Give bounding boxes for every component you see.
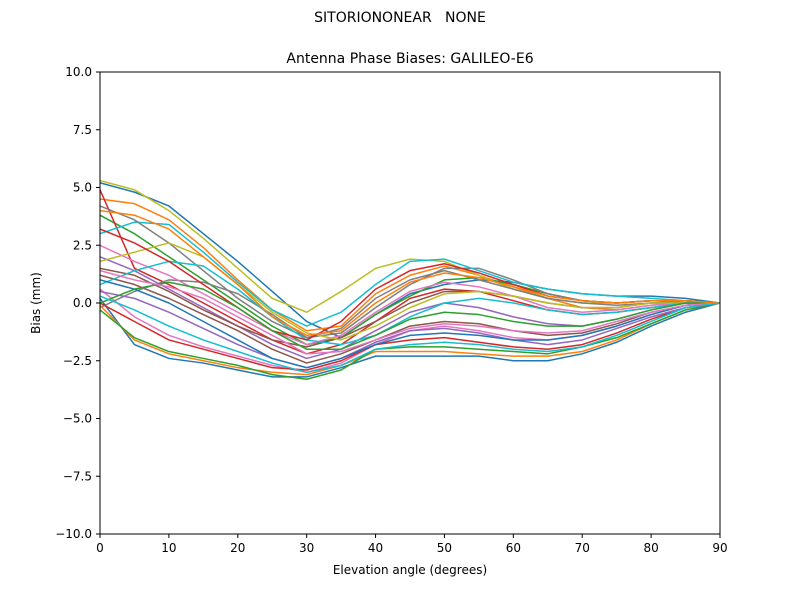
series-line-17 — [100, 244, 720, 346]
x-tick-label: 70 — [575, 541, 590, 555]
y-tick-label: −7.5 — [63, 469, 92, 483]
series-line-12 — [100, 302, 720, 376]
series-line-25 — [100, 209, 720, 337]
series-line-20 — [100, 260, 720, 346]
x-tick-label: 0 — [96, 541, 104, 555]
y-tick-label: 0.0 — [73, 296, 92, 310]
y-tick-label: 2.5 — [73, 238, 92, 252]
y-tick-label: −10.0 — [55, 527, 92, 541]
series-line-23 — [100, 281, 720, 350]
x-tick-label: 80 — [643, 541, 658, 555]
series-line-1 — [100, 182, 720, 339]
y-tick-label: 5.0 — [73, 181, 92, 195]
x-tick-label: 30 — [299, 541, 314, 555]
x-tick-label: 50 — [437, 541, 452, 555]
y-tick-label: −5.0 — [63, 412, 92, 426]
x-axis-label: Elevation angle (degrees) — [333, 563, 487, 577]
y-tick-label: −2.5 — [63, 354, 92, 368]
series-line-24 — [100, 269, 720, 355]
series-line-21 — [100, 279, 720, 369]
x-tick-label: 90 — [712, 541, 727, 555]
series-line-10 — [100, 221, 720, 327]
series-line-18 — [100, 205, 720, 339]
y-axis-label: Bias (mm) — [29, 272, 43, 334]
x-tick-label: 60 — [506, 541, 521, 555]
x-tick-label: 40 — [368, 541, 383, 555]
series-line-15 — [100, 290, 720, 369]
series-line-13 — [100, 302, 720, 380]
chart-title: Antenna Phase Biases: GALILEO-E6 — [286, 51, 533, 67]
series-line-26 — [100, 295, 720, 374]
y-tick-label: 7.5 — [73, 123, 92, 137]
series-line-11 — [100, 297, 720, 378]
series-line-6 — [100, 274, 720, 364]
x-tick-label: 10 — [161, 541, 176, 555]
y-tick-label: 10.0 — [65, 65, 92, 79]
series-line-9 — [100, 179, 720, 313]
series-line-14 — [100, 302, 720, 371]
figure-suptitle: SITORIONONEAR NONE — [314, 10, 486, 26]
x-tick-label: 20 — [230, 541, 245, 555]
